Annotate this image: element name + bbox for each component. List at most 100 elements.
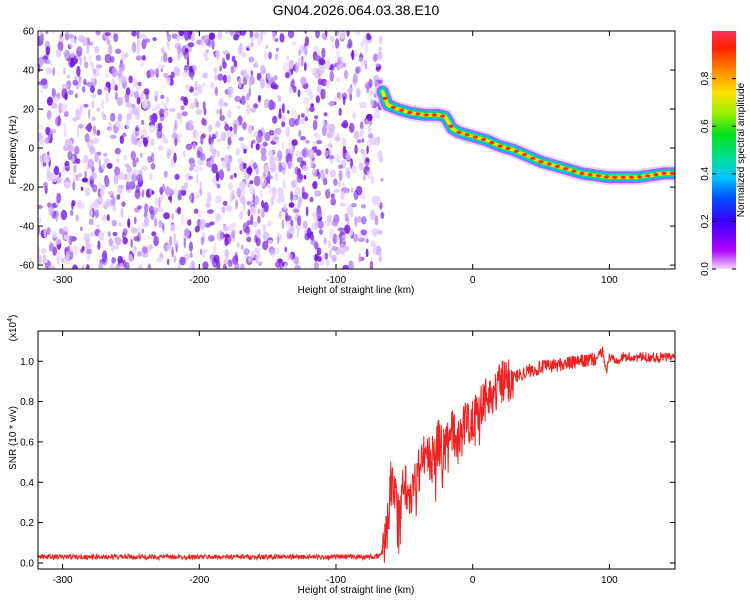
noise-blob bbox=[297, 114, 301, 121]
noise-blob bbox=[40, 85, 43, 95]
signal-peak bbox=[505, 146, 511, 150]
noise-blob bbox=[75, 214, 79, 222]
noise-blob bbox=[290, 180, 297, 188]
noise-blob bbox=[46, 110, 52, 120]
signal-peak bbox=[554, 164, 561, 168]
noise-blob bbox=[310, 103, 315, 108]
noise-blob bbox=[86, 43, 90, 55]
noise-blob bbox=[83, 78, 87, 86]
spectrogram-y-tick-label: 0 bbox=[28, 144, 34, 155]
noise-blob bbox=[346, 215, 350, 227]
noise-blob bbox=[149, 172, 153, 180]
noise-blob bbox=[219, 65, 222, 72]
noise-blob bbox=[247, 182, 251, 188]
noise-blob bbox=[313, 261, 319, 269]
noise-blob bbox=[323, 177, 328, 186]
noise-blob bbox=[163, 170, 168, 178]
noise-blob bbox=[163, 109, 169, 119]
noise-blob bbox=[109, 56, 115, 63]
noise-blob bbox=[331, 43, 335, 50]
noise-blob bbox=[287, 160, 292, 170]
snr-multiplier-close: ) bbox=[8, 315, 19, 318]
noise-blob bbox=[351, 49, 355, 61]
noise-blob bbox=[89, 85, 95, 93]
noise-blob bbox=[358, 57, 364, 62]
noise-blob bbox=[81, 245, 85, 252]
snr-x-tick-label: -300 bbox=[53, 575, 73, 586]
noise-blob bbox=[113, 245, 120, 250]
noise-blob bbox=[300, 136, 306, 141]
noise-blob bbox=[116, 157, 120, 164]
noise-blob bbox=[262, 141, 268, 147]
noise-blob bbox=[336, 31, 340, 37]
noise-blob bbox=[278, 210, 283, 219]
noise-blob bbox=[254, 195, 259, 206]
noise-blob bbox=[100, 110, 104, 118]
noise-blob bbox=[200, 134, 204, 146]
noise-blob bbox=[180, 105, 185, 111]
noise-blob bbox=[209, 81, 215, 89]
noise-blob bbox=[350, 209, 354, 218]
noise-blob bbox=[277, 95, 282, 102]
noise-blob bbox=[136, 38, 141, 49]
spectrogram-x-tick-label: -100 bbox=[326, 275, 346, 286]
noise-blob bbox=[303, 175, 307, 180]
noise-blob bbox=[235, 31, 242, 38]
noise-blob bbox=[292, 165, 296, 175]
noise-blob bbox=[89, 41, 94, 46]
noise-blob bbox=[61, 84, 69, 89]
noise-blob bbox=[171, 212, 174, 221]
noise-blob bbox=[157, 122, 163, 132]
colorbar-tick-label: 0.0 bbox=[700, 262, 711, 276]
noise-blob bbox=[258, 261, 263, 267]
noise-blob bbox=[84, 61, 89, 69]
noise-blob bbox=[104, 177, 110, 188]
noise-blob bbox=[158, 64, 166, 69]
noise-blob bbox=[96, 129, 101, 136]
noise-blob bbox=[250, 107, 257, 113]
noise-blob bbox=[208, 32, 216, 41]
noise-blob bbox=[75, 158, 81, 164]
noise-blob bbox=[147, 100, 151, 110]
noise-blob bbox=[136, 139, 143, 148]
noise-blob bbox=[106, 214, 110, 222]
noise-blob bbox=[128, 75, 133, 84]
noise-blob bbox=[60, 209, 68, 221]
noise-blob bbox=[264, 164, 269, 174]
signal-peak bbox=[431, 113, 437, 117]
noise-blob bbox=[98, 261, 104, 269]
noise-blob bbox=[65, 31, 69, 35]
noise-blob bbox=[282, 178, 286, 189]
noise-blob bbox=[130, 135, 137, 145]
noise-blob bbox=[72, 79, 79, 86]
noise-blob bbox=[91, 166, 95, 174]
noise-blob bbox=[104, 32, 111, 36]
noise-blob bbox=[346, 43, 351, 49]
noise-blob bbox=[208, 134, 212, 145]
noise-blob bbox=[169, 107, 176, 113]
noise-blob bbox=[149, 114, 154, 123]
noise-blob bbox=[75, 109, 81, 120]
noise-blob bbox=[123, 173, 129, 181]
noise-blob bbox=[188, 31, 193, 36]
noise-blob bbox=[239, 230, 243, 235]
noise-blob bbox=[325, 79, 331, 88]
noise-blob bbox=[313, 132, 320, 138]
noise-blob bbox=[378, 254, 382, 262]
noise-blob bbox=[222, 200, 228, 206]
noise-blob bbox=[83, 103, 89, 108]
noise-blob bbox=[122, 237, 128, 245]
noise-blob bbox=[208, 235, 215, 242]
noise-blob bbox=[55, 212, 59, 223]
noise-blob bbox=[214, 74, 218, 81]
noise-blob bbox=[162, 183, 166, 192]
noise-blob bbox=[119, 262, 124, 269]
noise-blob bbox=[338, 107, 342, 116]
noise-blob bbox=[294, 264, 302, 269]
noise-blob bbox=[314, 45, 318, 52]
noise-blob bbox=[323, 237, 327, 245]
noise-blob bbox=[63, 257, 70, 266]
noise-blob bbox=[52, 129, 57, 134]
noise-blob bbox=[260, 155, 267, 162]
signal-peak bbox=[415, 112, 421, 116]
